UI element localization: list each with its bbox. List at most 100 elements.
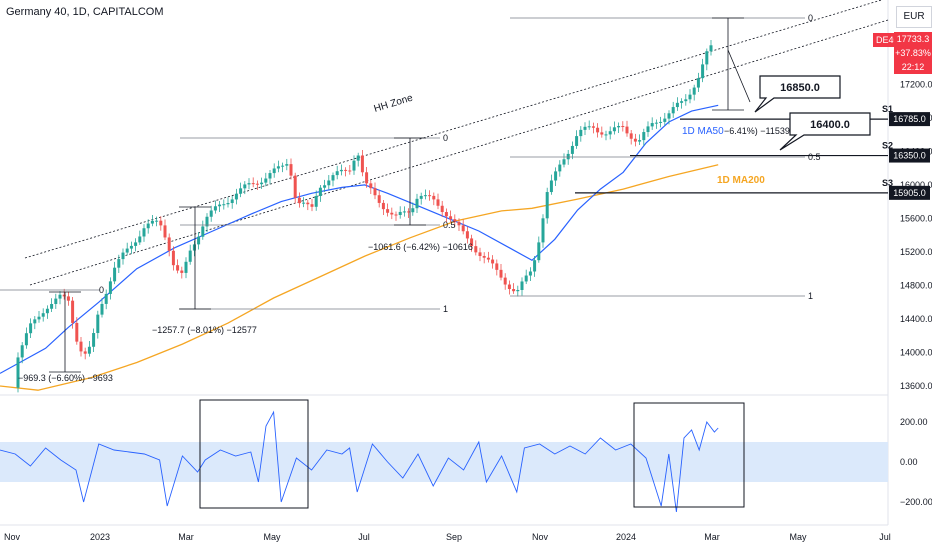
- candle-body: [352, 160, 356, 171]
- candle-body: [24, 333, 28, 346]
- level-price-label: 16785.0: [893, 114, 926, 124]
- oscillator-line: [0, 410, 719, 513]
- level-name-s2: S2: [882, 141, 893, 151]
- oscillator-highlight-box-1: [199, 399, 309, 509]
- candle-body: [688, 94, 692, 100]
- candle-body: [129, 245, 133, 249]
- candle-body: [419, 195, 423, 199]
- candle-body: [239, 188, 243, 194]
- osc-tick-label: 200.00: [900, 417, 928, 427]
- candle-body: [503, 277, 507, 285]
- candle-body: [264, 178, 268, 183]
- callout-label: 16850.0: [780, 82, 820, 94]
- level-price-label: 16350.0: [893, 151, 926, 161]
- candle-body: [507, 284, 511, 290]
- candle-body: [318, 187, 322, 197]
- candle-body: [104, 293, 108, 304]
- price-tick-label: 15200.0: [900, 247, 932, 257]
- drawdown-label: −6.41%) −11539: [724, 126, 790, 136]
- price-tick-label: 16000.0: [900, 180, 932, 190]
- candle-body: [482, 255, 486, 258]
- drawdown-label: −969.3 (−6.60%) −9693: [18, 373, 113, 383]
- legend-ma200: 1D MA200: [717, 175, 765, 186]
- candle-body: [79, 341, 83, 352]
- candle-body: [373, 188, 377, 196]
- candle-body: [369, 183, 373, 189]
- candle-body: [117, 259, 121, 268]
- candle-body: [461, 225, 465, 232]
- ma50-line: [0, 104, 719, 374]
- candle-body: [209, 210, 213, 217]
- candle-body: [541, 218, 545, 243]
- candle-body: [171, 250, 175, 266]
- level-price-tag: [889, 185, 930, 200]
- candle-body: [381, 202, 385, 210]
- candle-body: [701, 64, 705, 79]
- level-name-s3: S3: [882, 178, 893, 188]
- candle-body: [444, 212, 448, 217]
- candle-body: [348, 170, 352, 172]
- candle-body: [621, 126, 625, 128]
- candle-body: [516, 289, 520, 292]
- candle-body: [285, 164, 289, 166]
- candle-body: [344, 169, 348, 171]
- time-tick-label: Nov: [4, 532, 21, 542]
- candle-body: [323, 185, 327, 188]
- candle-body: [289, 164, 293, 176]
- candle-body: [474, 246, 478, 253]
- candle-body: [113, 267, 117, 282]
- candle-body: [54, 298, 58, 304]
- candle-body: [390, 212, 394, 215]
- candle-body: [92, 333, 96, 347]
- level-price-tag: [889, 148, 930, 163]
- candle-body: [192, 244, 196, 251]
- candle-body: [667, 113, 671, 119]
- candle-body: [184, 261, 188, 273]
- price-tick-label: 14400.0: [900, 314, 932, 324]
- candle-body: [465, 231, 469, 239]
- callout-label: 16400.0: [810, 119, 850, 131]
- price-tag-countdown: 22:12: [901, 62, 925, 72]
- candle-body: [675, 102, 679, 108]
- time-tick-label: 2024: [616, 532, 636, 542]
- candle-body: [339, 169, 343, 172]
- candle-body: [260, 182, 264, 185]
- candle-body: [50, 303, 54, 309]
- price-tick-label: 14800.0: [900, 280, 932, 290]
- candle-body: [549, 180, 553, 193]
- candle-body: [302, 202, 306, 204]
- candle-body: [100, 303, 104, 315]
- candle-body: [423, 195, 427, 197]
- candle-body: [218, 204, 222, 207]
- candle-body: [394, 214, 398, 216]
- candle-body: [684, 99, 688, 102]
- fib-label: 0: [443, 133, 448, 143]
- ma200-line: [0, 164, 719, 391]
- candle-body: [41, 313, 45, 317]
- price-tag: 17733.3 +37.83% 22:12: [894, 32, 932, 74]
- candle-body: [633, 138, 637, 142]
- candle-body: [705, 51, 709, 65]
- candle-body: [499, 269, 503, 278]
- candle-body: [386, 209, 390, 213]
- candle-body: [155, 220, 159, 222]
- price-tick-label: 17200.0: [900, 79, 932, 89]
- candle-body: [167, 237, 171, 251]
- candle-body: [415, 198, 419, 209]
- candle-body: [638, 140, 642, 142]
- fib-label: 0.5: [443, 220, 456, 230]
- chart-title: Germany 40, 1D, CAPITALCOM: [6, 6, 164, 18]
- currency-selector[interactable]: EUR: [896, 6, 932, 28]
- candle-body: [575, 136, 579, 146]
- candle-body: [176, 265, 180, 271]
- candle-body: [432, 195, 436, 200]
- candle-body: [150, 220, 154, 224]
- candle-body: [625, 126, 629, 134]
- candle-body: [87, 346, 91, 354]
- candle-body: [583, 126, 587, 130]
- candle-body: [281, 165, 285, 167]
- candle-body: [16, 357, 20, 388]
- time-tick-label: 2023: [90, 532, 110, 542]
- candle-body: [579, 129, 583, 137]
- candle-body: [457, 221, 461, 226]
